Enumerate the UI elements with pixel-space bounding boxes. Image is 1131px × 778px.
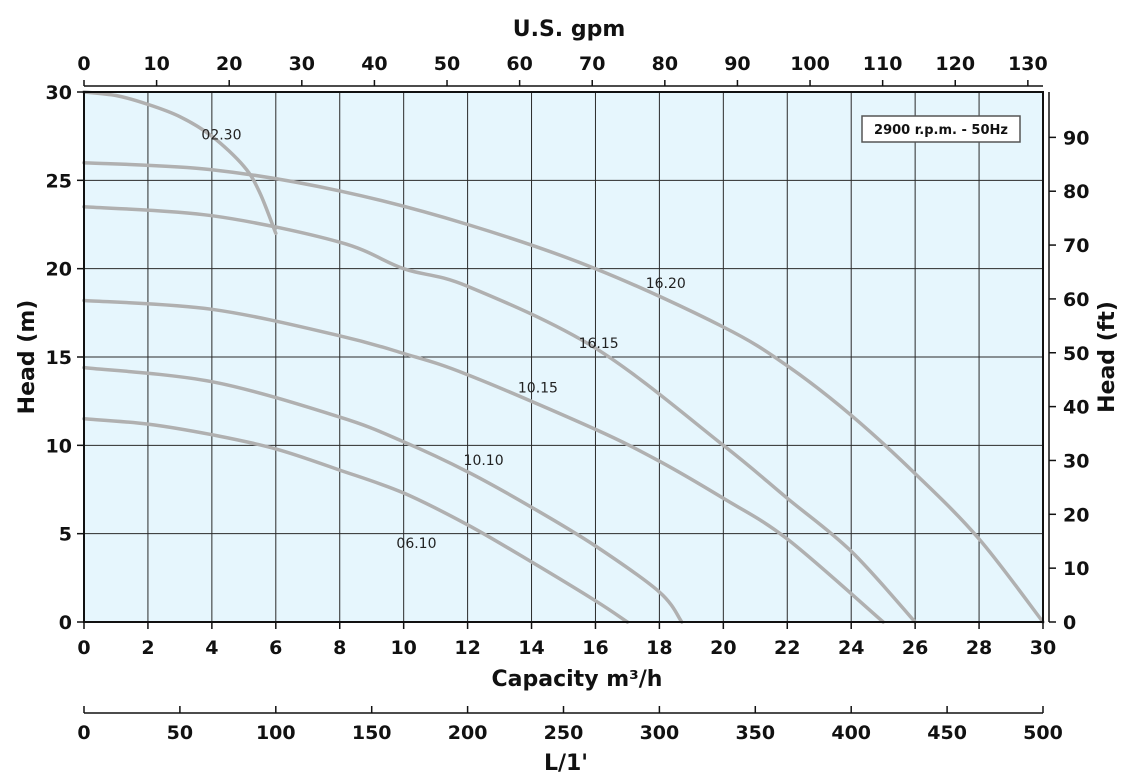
lpm-tick-label: 0 bbox=[77, 722, 90, 744]
top-tick-label: 100 bbox=[790, 53, 830, 75]
right-tick-label: 60 bbox=[1063, 289, 1089, 311]
y-tick-label: 25 bbox=[46, 170, 72, 192]
speed-note-box: 2900 r.p.m. - 50Hz bbox=[861, 115, 1021, 143]
y-tick-label: 30 bbox=[46, 82, 72, 104]
curve-label-10-15: 10.15 bbox=[518, 380, 558, 396]
top-tick-label: 130 bbox=[1008, 53, 1048, 75]
y-tick-label: 5 bbox=[59, 524, 72, 546]
x-axis-ticks: 0 2 4 6 8 10 12 14 16 18 20 22 24 26 28 30 bbox=[77, 622, 1056, 659]
lpm-tick-label: 450 bbox=[927, 722, 967, 744]
curve-label-06-10: 06.10 bbox=[396, 536, 436, 552]
right-tick-label: 30 bbox=[1063, 450, 1089, 472]
x-tick-label: 24 bbox=[838, 637, 864, 659]
curve-label-16-20: 16.20 bbox=[646, 276, 686, 292]
top-tick-label: 60 bbox=[506, 53, 532, 75]
lpm-axis-title: L/1' bbox=[544, 751, 588, 776]
top-tick-label: 120 bbox=[935, 53, 975, 75]
y-axis-ticks: 0 5 10 15 20 25 30 bbox=[46, 82, 84, 634]
y-tick-label: 20 bbox=[46, 259, 72, 281]
curve-02-30 bbox=[82, 90, 278, 236]
y-tick-label: 10 bbox=[46, 435, 72, 457]
lpm-tick-label: 200 bbox=[448, 722, 488, 744]
x-tick-label: 10 bbox=[390, 637, 416, 659]
x-axis-title: Capacity m³/h bbox=[492, 667, 663, 692]
right-tick-label: 40 bbox=[1063, 397, 1089, 419]
lpm-tick-label: 100 bbox=[256, 722, 296, 744]
lpm-tick-label: 350 bbox=[735, 722, 775, 744]
x-tick-label: 14 bbox=[518, 637, 544, 659]
right-tick-label: 0 bbox=[1063, 612, 1076, 634]
right-tick-label: 90 bbox=[1063, 127, 1089, 149]
x-tick-label: 0 bbox=[77, 637, 90, 659]
x-tick-label: 2 bbox=[141, 637, 154, 659]
y-tick-label: 0 bbox=[59, 612, 72, 634]
x-tick-label: 16 bbox=[582, 637, 608, 659]
performance-curves bbox=[82, 90, 1045, 624]
top-tick-label: 20 bbox=[216, 53, 242, 75]
curve-10-10 bbox=[82, 365, 684, 624]
curve-label-16-15: 16.15 bbox=[579, 336, 619, 352]
curve-16-15 bbox=[82, 205, 917, 624]
lpm-tick-label: 250 bbox=[544, 722, 584, 744]
x-tick-label: 12 bbox=[454, 637, 480, 659]
curve-16-20 bbox=[82, 160, 1045, 624]
right-tick-label: 10 bbox=[1063, 558, 1089, 580]
x-tick-label: 8 bbox=[333, 637, 346, 659]
top-axis-title: U.S. gpm bbox=[513, 17, 626, 42]
x-tick-label: 18 bbox=[646, 637, 672, 659]
lpm-tick-label: 150 bbox=[352, 722, 392, 744]
x-tick-label: 20 bbox=[710, 637, 736, 659]
x-tick-label: 28 bbox=[966, 637, 992, 659]
top-tick-label: 110 bbox=[863, 53, 903, 75]
top-tick-label: 50 bbox=[434, 53, 460, 75]
right-tick-label: 80 bbox=[1063, 181, 1089, 203]
top-tick-label: 90 bbox=[724, 53, 750, 75]
lpm-tick-label: 400 bbox=[831, 722, 871, 744]
y-tick-label: 15 bbox=[46, 347, 72, 369]
lpm-tick-label: 50 bbox=[167, 722, 193, 744]
right-tick-label: 70 bbox=[1063, 235, 1089, 257]
right-axis-ticks: 0 10 20 30 40 50 60 70 80 90 bbox=[1049, 127, 1089, 634]
top-tick-label: 80 bbox=[652, 53, 678, 75]
speed-note: 2900 r.p.m. - 50Hz bbox=[874, 123, 1008, 138]
x-tick-label: 30 bbox=[1030, 637, 1056, 659]
curve-labels: 02.30 16.20 16.15 10.15 10.10 06.10 bbox=[201, 128, 685, 552]
top-tick-label: 10 bbox=[143, 53, 169, 75]
lpm-axis-ticks: 0 50 100 150 200 250 300 350 400 450 500 bbox=[77, 706, 1063, 744]
right-tick-label: 20 bbox=[1063, 504, 1089, 526]
top-axis-ticks: 0 10 20 30 40 50 60 70 80 90 100 110 120 130 bbox=[77, 53, 1048, 86]
curve-06-10 bbox=[82, 417, 630, 624]
top-tick-label: 70 bbox=[579, 53, 605, 75]
y-axis-title: Head (m) bbox=[15, 300, 40, 415]
lpm-tick-label: 300 bbox=[640, 722, 680, 744]
x-tick-label: 4 bbox=[205, 637, 218, 659]
top-tick-label: 0 bbox=[77, 53, 90, 75]
curve-10-15 bbox=[82, 298, 885, 624]
x-tick-label: 22 bbox=[774, 637, 800, 659]
x-tick-label: 6 bbox=[269, 637, 282, 659]
right-axis-title: Head (ft) bbox=[1095, 301, 1120, 413]
right-tick-label: 50 bbox=[1063, 343, 1089, 365]
x-tick-label: 26 bbox=[902, 637, 928, 659]
curve-label-10-10: 10.10 bbox=[464, 453, 504, 469]
lpm-tick-label: 500 bbox=[1023, 722, 1063, 744]
top-tick-label: 40 bbox=[361, 53, 387, 75]
top-tick-label: 30 bbox=[289, 53, 315, 75]
curve-label-02-30: 02.30 bbox=[201, 128, 241, 144]
